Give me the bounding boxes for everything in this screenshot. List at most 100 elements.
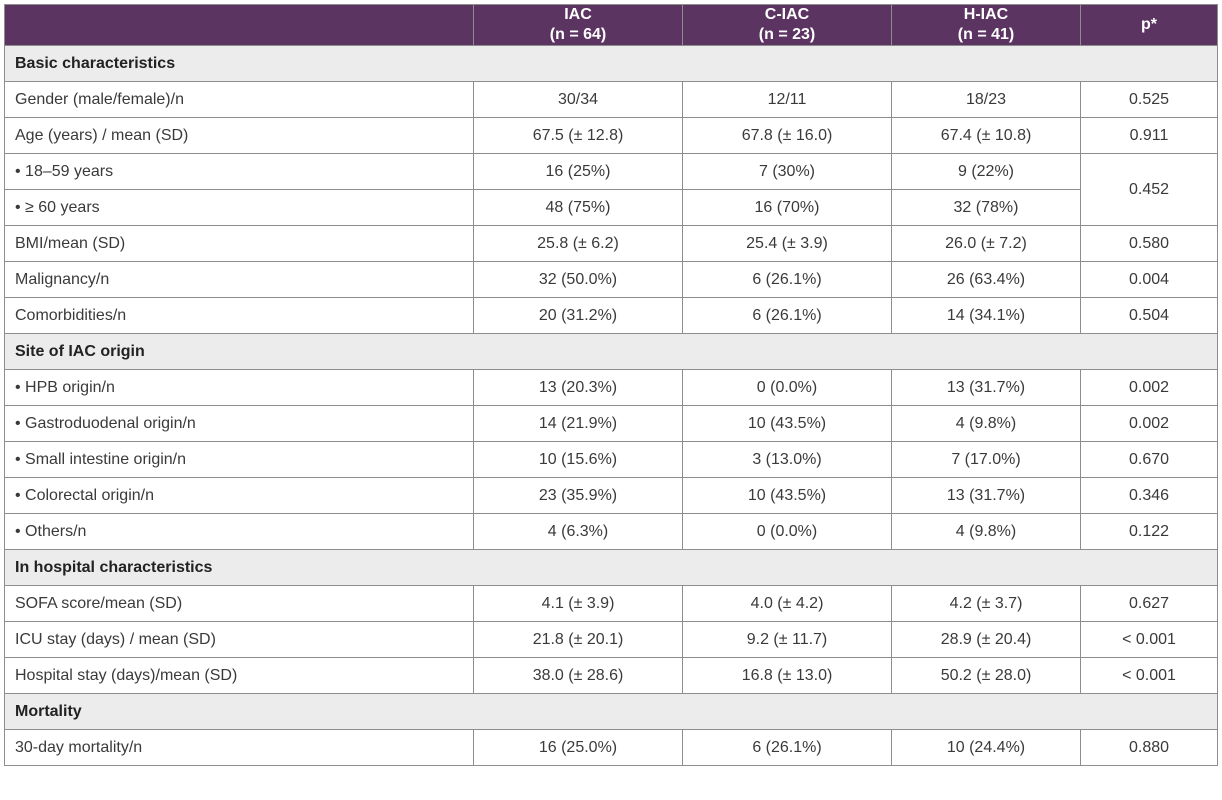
header-ciac-label: C-IAC xyxy=(764,6,810,23)
cell-p: 0.002 xyxy=(1080,369,1218,406)
row-label: • Others/n xyxy=(4,513,474,550)
cell-p: 0.911 xyxy=(1080,117,1218,154)
cell-iac: 16 (25.0%) xyxy=(473,729,683,766)
cell-hiac: 4.2 (± 3.7) xyxy=(891,585,1081,622)
section-title: Site of IAC origin xyxy=(4,333,1218,370)
row-label: • ≥ 60 years xyxy=(4,189,474,226)
cell-p: 0.525 xyxy=(1080,81,1218,118)
header-iac-n: (n = 64) xyxy=(549,26,607,43)
cell-iac: 67.5 (± 12.8) xyxy=(473,117,683,154)
cell-hiac: 13 (31.7%) xyxy=(891,477,1081,514)
cell-iac: 48 (75%) xyxy=(473,189,683,226)
cell-hiac: 26.0 (± 7.2) xyxy=(891,225,1081,262)
table-row: Malignancy/n 32 (50.0%) 6 (26.1%) 26 (63… xyxy=(4,261,1218,298)
cell-p: 0.670 xyxy=(1080,441,1218,478)
table-row: Age (years) / mean (SD) 67.5 (± 12.8) 67… xyxy=(4,117,1218,154)
cell-hiac: 28.9 (± 20.4) xyxy=(891,621,1081,658)
cell-hiac: 7 (17.0%) xyxy=(891,441,1081,478)
table-row: BMI/mean (SD) 25.8 (± 6.2) 25.4 (± 3.9) … xyxy=(4,225,1218,262)
cell-hiac: 4 (9.8%) xyxy=(891,513,1081,550)
table-row: • Colorectal origin/n 23 (35.9%) 10 (43.… xyxy=(4,477,1218,514)
table-row: • Small intestine origin/n 10 (15.6%) 3 … xyxy=(4,441,1218,478)
cell-p: 0.880 xyxy=(1080,729,1218,766)
header-iac: IAC (n = 64) xyxy=(473,4,683,46)
cell-iac: 16 (25%) xyxy=(473,153,683,190)
cell-ciac: 3 (13.0%) xyxy=(682,441,892,478)
row-label: Malignancy/n xyxy=(4,261,474,298)
cell-iac: 13 (20.3%) xyxy=(473,369,683,406)
section-row-site: Site of IAC origin xyxy=(4,333,1218,370)
cell-p: 0.627 xyxy=(1080,585,1218,622)
cell-ciac: 10 (43.5%) xyxy=(682,405,892,442)
header-ciac-n: (n = 23) xyxy=(758,26,816,43)
cell-iac: 38.0 (± 28.6) xyxy=(473,657,683,694)
header-hiac-label: H-IAC xyxy=(963,6,1009,23)
section-row-mortality: Mortality xyxy=(4,693,1218,730)
cell-p: 0.346 xyxy=(1080,477,1218,514)
cell-iac: 32 (50.0%) xyxy=(473,261,683,298)
row-label: Gender (male/female)/n xyxy=(4,81,474,118)
cell-hiac: 9 (22%) xyxy=(891,153,1081,190)
section-title: Basic characteristics xyxy=(4,45,1218,82)
cell-ciac: 4.0 (± 4.2) xyxy=(682,585,892,622)
cell-hiac: 4 (9.8%) xyxy=(891,405,1081,442)
row-label: Age (years) / mean (SD) xyxy=(4,117,474,154)
cell-ciac: 0 (0.0%) xyxy=(682,369,892,406)
cell-hiac: 26 (63.4%) xyxy=(891,261,1081,298)
cell-hiac: 10 (24.4%) xyxy=(891,729,1081,766)
cell-p: 0.002 xyxy=(1080,405,1218,442)
row-label: • HPB origin/n xyxy=(4,369,474,406)
cell-iac: 21.8 (± 20.1) xyxy=(473,621,683,658)
cell-ciac: 7 (30%) xyxy=(682,153,892,190)
cell-p: 0.580 xyxy=(1080,225,1218,262)
cell-ciac: 6 (26.1%) xyxy=(682,261,892,298)
cell-ciac: 10 (43.5%) xyxy=(682,477,892,514)
characteristics-table: IAC (n = 64) C-IAC (n = 23) H-IAC (n = 41) … xyxy=(4,4,1218,766)
header-hiac: H-IAC (n = 41) xyxy=(891,4,1081,46)
row-label: • Colorectal origin/n xyxy=(4,477,474,514)
cell-hiac: 50.2 (± 28.0) xyxy=(891,657,1081,694)
row-label: Hospital stay (days)/mean (SD) xyxy=(4,657,474,694)
table-row: • Others/n 4 (6.3%) 0 (0.0%) 4 (9.8%) 0.… xyxy=(4,513,1218,550)
cell-p: 0.504 xyxy=(1080,297,1218,334)
row-label: • Small intestine origin/n xyxy=(4,441,474,478)
cell-iac: 4.1 (± 3.9) xyxy=(473,585,683,622)
row-label: • Gastroduodenal origin/n xyxy=(4,405,474,442)
row-label: Comorbidities/n xyxy=(4,297,474,334)
cell-p: 0.122 xyxy=(1080,513,1218,550)
cell-iac: 10 (15.6%) xyxy=(473,441,683,478)
row-label: • 18–59 years xyxy=(4,153,474,190)
cell-p: < 0.001 xyxy=(1080,657,1218,694)
section-title: Mortality xyxy=(4,693,1218,730)
cell-ciac: 0 (0.0%) xyxy=(682,513,892,550)
row-label: SOFA score/mean (SD) xyxy=(4,585,474,622)
cell-ciac: 12/11 xyxy=(682,81,892,118)
cell-iac: 30/34 xyxy=(473,81,683,118)
table-row: Comorbidities/n 20 (31.2%) 6 (26.1%) 14 … xyxy=(4,297,1218,334)
cell-p: 0.004 xyxy=(1080,261,1218,298)
header-row: IAC (n = 64) C-IAC (n = 23) H-IAC (n = 41) … xyxy=(4,4,1218,46)
cell-p: < 0.001 xyxy=(1080,621,1218,658)
cell-ciac: 9.2 (± 11.7) xyxy=(682,621,892,658)
cell-hiac: 13 (31.7%) xyxy=(891,369,1081,406)
cell-ciac: 6 (26.1%) xyxy=(682,297,892,334)
row-label: 30-day mortality/n xyxy=(4,729,474,766)
cell-ciac: 67.8 (± 16.0) xyxy=(682,117,892,154)
row-label: ICU stay (days) / mean (SD) xyxy=(4,621,474,658)
row-label: BMI/mean (SD) xyxy=(4,225,474,262)
cell-iac: 25.8 (± 6.2) xyxy=(473,225,683,262)
cell-hiac: 67.4 (± 10.8) xyxy=(891,117,1081,154)
section-row-basic: Basic characteristics xyxy=(4,45,1218,82)
cell-ciac: 25.4 (± 3.9) xyxy=(682,225,892,262)
header-iac-label: IAC xyxy=(564,6,592,23)
header-ciac: C-IAC (n = 23) xyxy=(682,4,892,46)
table-row: • HPB origin/n 13 (20.3%) 0 (0.0%) 13 (3… xyxy=(4,369,1218,406)
table-row: • 18–59 years 16 (25%) 7 (30%) 9 (22%) 0… xyxy=(4,153,1218,226)
table-row: Hospital stay (days)/mean (SD) 38.0 (± 2… xyxy=(4,657,1218,694)
cell-hiac: 32 (78%) xyxy=(891,189,1081,226)
cell-ciac: 16 (70%) xyxy=(682,189,892,226)
cell-ciac: 16.8 (± 13.0) xyxy=(682,657,892,694)
header-p-label: p* xyxy=(1141,16,1157,33)
table-row: 30-day mortality/n 16 (25.0%) 6 (26.1%) … xyxy=(4,729,1218,766)
cell-hiac: 18/23 xyxy=(891,81,1081,118)
